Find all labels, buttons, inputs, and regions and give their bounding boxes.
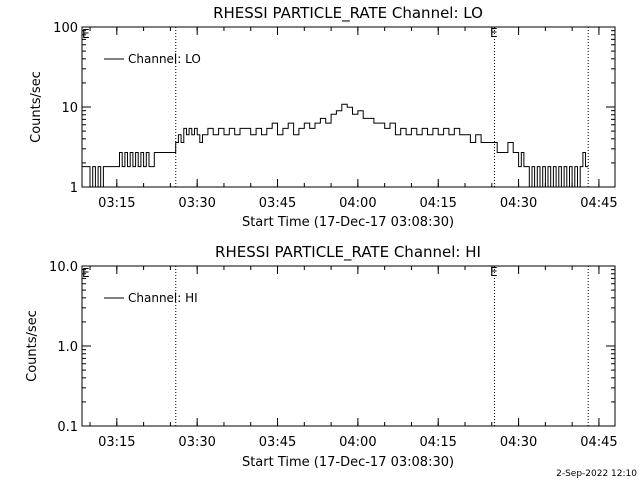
x-tick-label-hi: 04:00 bbox=[339, 435, 376, 450]
x-axis-label-lo: Start Time (17-Dec-17 03:08:30) bbox=[242, 215, 454, 230]
x-tick-label-lo: 03:30 bbox=[178, 196, 215, 211]
chart-title-hi: RHESSI PARTICLE_RATE Channel: HI bbox=[215, 243, 481, 262]
x-ticks-lo: 03:15 03:30 03:45 04:00 04:15 04:30 04:45 bbox=[89, 27, 618, 211]
y-tick-label-hi-10p0: 10.0 bbox=[49, 260, 78, 275]
chart-title-lo: RHESSI PARTICLE_RATE Channel: LO bbox=[213, 4, 483, 23]
series-lo bbox=[82, 103, 589, 188]
y-axis-label-lo: Counts/sec bbox=[29, 71, 44, 143]
x-tick-label-hi: 04:30 bbox=[500, 435, 537, 450]
y-tick-label-hi-1p0: 1.0 bbox=[57, 340, 78, 355]
y-minor-ticks-lo bbox=[82, 26, 615, 188]
y-tick-label-lo-100: 100 bbox=[53, 21, 78, 36]
x-tick-label-lo: 03:45 bbox=[259, 196, 296, 211]
x-tick-label-hi: 04:45 bbox=[580, 435, 617, 450]
x-tick-label-hi: 03:45 bbox=[259, 435, 296, 450]
y-tick-label-lo-1: 1 bbox=[70, 181, 78, 196]
legend-entry-lo: Channel: LO bbox=[128, 52, 201, 66]
series-line-lo bbox=[82, 103, 589, 188]
y-minor-ticks-hi bbox=[82, 265, 615, 427]
x-axis-label-hi: Start Time (17-Dec-17 03:08:30) bbox=[242, 455, 454, 470]
y-tick-label-hi-0p1: 0.1 bbox=[57, 420, 78, 435]
x-tick-label-lo: 04:00 bbox=[339, 196, 376, 211]
x-tick-label-lo: 04:30 bbox=[500, 196, 537, 211]
corner-label-hi: E bbox=[82, 266, 90, 280]
x-tick-label-lo: 04:15 bbox=[419, 196, 456, 211]
corner-label-lo: E bbox=[82, 27, 90, 41]
y-axis-label-hi: Counts/sec bbox=[25, 310, 40, 382]
x-tick-label-lo: 03:15 bbox=[98, 196, 135, 211]
panel-lo-channel: RHESSI PARTICLE_RATE Channel: LO Counts/… bbox=[29, 4, 618, 230]
x-ticks-hi: 03:15 03:30 03:45 04:00 04:15 04:30 04:45 bbox=[89, 266, 618, 450]
footer-timestamp: 2-Sep-2022 12:10 bbox=[556, 469, 637, 479]
panel-hi-channel: RHESSI PARTICLE_RATE Channel: HI Counts/… bbox=[25, 243, 618, 470]
x-tick-label-hi: 03:15 bbox=[98, 435, 135, 450]
x-tick-label-hi: 03:30 bbox=[178, 435, 215, 450]
y-tick-label-lo-10: 10 bbox=[61, 101, 78, 116]
x-tick-label-hi: 04:15 bbox=[419, 435, 456, 450]
marker-label-hi-e: E bbox=[490, 265, 498, 279]
marker-label-lo-e: E bbox=[490, 26, 498, 40]
x-tick-label-lo: 04:45 bbox=[580, 196, 617, 211]
legend-entry-hi: Channel: HI bbox=[128, 291, 198, 305]
